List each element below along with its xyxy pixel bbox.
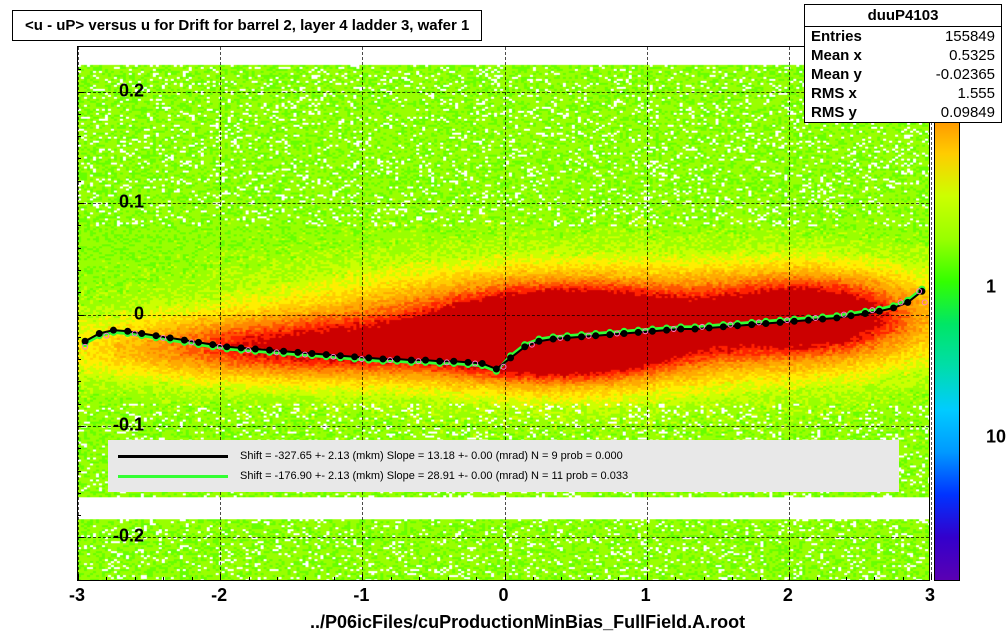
stats-row: Entries155849 [805, 27, 1001, 46]
legend-row: Shift = -327.65 +- 2.13 (mkm) Slope = 13… [118, 446, 889, 466]
colorbar [934, 46, 960, 581]
stats-panel: duuP4103 Entries155849Mean x0.5325Mean y… [804, 4, 1002, 123]
stats-row: Mean x0.5325 [805, 46, 1001, 65]
fit-legend: Shift = -327.65 +- 2.13 (mkm) Slope = 13… [108, 440, 899, 492]
x-tick-label: 1 [641, 585, 651, 606]
colorbar-tick-label: 10⁻ [986, 426, 1006, 447]
profile-overlay [78, 47, 929, 580]
x-tick-label: -3 [69, 585, 85, 606]
x-tick-label: -2 [211, 585, 227, 606]
stats-row: RMS y0.09849 [805, 103, 1001, 122]
colorbar-tick-label: 1 [986, 276, 996, 297]
root-plot: <u - uP> versus u for Drift for barrel 2… [0, 0, 1006, 637]
x-tick-label: 0 [498, 585, 508, 606]
source-file-label: ../P06icFiles/cuProductionMinBias_FullFi… [310, 612, 745, 633]
plot-title: <u - uP> versus u for Drift for barrel 2… [12, 10, 482, 41]
legend-row: Shift = -176.90 +- 2.13 (mkm) Slope = 28… [118, 466, 889, 486]
plot-area: Shift = -327.65 +- 2.13 (mkm) Slope = 13… [77, 46, 930, 581]
stats-rows: Entries155849Mean x0.5325Mean y-0.02365R… [805, 27, 1001, 122]
stats-row: Mean y-0.02365 [805, 65, 1001, 84]
x-tick-label: 2 [783, 585, 793, 606]
stats-name: duuP4103 [805, 5, 1001, 27]
stats-row: RMS x1.555 [805, 84, 1001, 103]
x-tick-label: -1 [353, 585, 369, 606]
x-tick-label: 3 [925, 585, 935, 606]
